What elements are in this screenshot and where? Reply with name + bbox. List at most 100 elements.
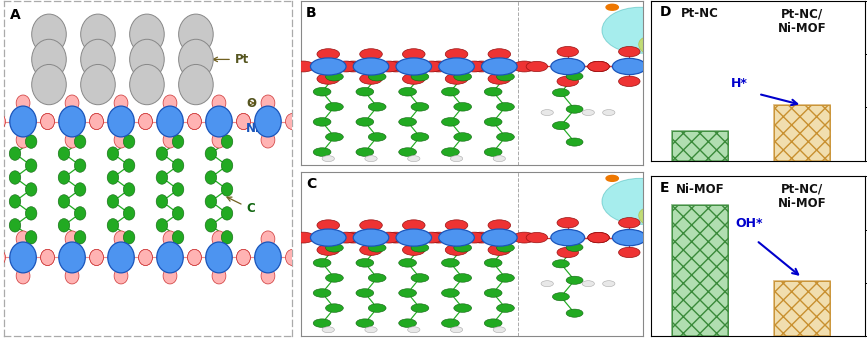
Circle shape [32, 14, 66, 54]
Circle shape [485, 289, 502, 297]
Circle shape [360, 49, 382, 59]
Circle shape [497, 304, 514, 312]
Circle shape [156, 171, 167, 184]
Circle shape [130, 14, 164, 54]
Circle shape [255, 242, 281, 273]
Circle shape [441, 118, 460, 126]
Circle shape [313, 319, 331, 328]
Circle shape [261, 231, 275, 247]
Circle shape [557, 76, 578, 87]
Circle shape [356, 259, 374, 267]
Circle shape [114, 95, 128, 111]
Bar [774, 104, 831, 161]
Circle shape [566, 138, 583, 146]
Circle shape [237, 114, 251, 129]
Text: OH*: OH* [735, 217, 762, 230]
Circle shape [439, 229, 474, 246]
Circle shape [10, 219, 21, 232]
Circle shape [157, 106, 183, 137]
Circle shape [557, 47, 578, 57]
Circle shape [292, 61, 315, 72]
Circle shape [356, 148, 374, 156]
Circle shape [377, 232, 400, 243]
Circle shape [360, 220, 382, 231]
Circle shape [205, 106, 232, 137]
Circle shape [325, 133, 343, 141]
Circle shape [0, 114, 5, 129]
Circle shape [470, 61, 492, 72]
Circle shape [450, 327, 463, 333]
Bar [672, 205, 728, 336]
Circle shape [16, 95, 30, 111]
Circle shape [411, 304, 429, 312]
Circle shape [108, 195, 119, 208]
Text: C: C [227, 197, 255, 215]
Circle shape [114, 268, 128, 284]
Circle shape [566, 72, 583, 80]
Circle shape [187, 114, 201, 129]
Circle shape [368, 304, 386, 312]
Circle shape [59, 106, 85, 137]
Circle shape [488, 73, 511, 84]
Circle shape [139, 249, 153, 265]
Circle shape [377, 61, 400, 72]
Circle shape [261, 268, 275, 284]
Circle shape [325, 304, 343, 312]
Circle shape [356, 88, 374, 96]
Circle shape [89, 249, 103, 265]
Circle shape [205, 195, 217, 208]
Circle shape [317, 49, 340, 59]
Circle shape [313, 289, 331, 297]
Circle shape [385, 61, 407, 72]
Bar [774, 104, 831, 161]
Circle shape [582, 110, 595, 116]
Circle shape [485, 118, 502, 126]
Circle shape [221, 135, 233, 148]
Circle shape [582, 281, 595, 287]
Circle shape [237, 249, 251, 265]
Circle shape [41, 249, 55, 265]
Circle shape [643, 110, 656, 116]
Circle shape [356, 319, 374, 328]
Bar [774, 281, 831, 336]
Circle shape [75, 183, 86, 196]
Circle shape [285, 249, 299, 265]
Circle shape [25, 159, 37, 172]
Circle shape [313, 118, 331, 126]
Text: D: D [660, 5, 672, 20]
Circle shape [221, 231, 233, 244]
Circle shape [485, 319, 502, 328]
Circle shape [441, 148, 460, 156]
Circle shape [603, 110, 615, 116]
Circle shape [212, 95, 226, 111]
Circle shape [75, 159, 86, 172]
Circle shape [411, 274, 429, 282]
Circle shape [139, 249, 153, 265]
Circle shape [446, 49, 468, 59]
Circle shape [411, 102, 429, 111]
Circle shape [205, 147, 217, 160]
Circle shape [310, 58, 346, 75]
Circle shape [365, 156, 377, 162]
Circle shape [221, 159, 233, 172]
Circle shape [25, 231, 37, 244]
Circle shape [173, 207, 184, 220]
Circle shape [156, 195, 167, 208]
Circle shape [439, 58, 474, 75]
Circle shape [618, 76, 640, 87]
Circle shape [285, 114, 299, 129]
Ellipse shape [602, 178, 677, 224]
Text: Pt-NC/
Ni-MOF: Pt-NC/ Ni-MOF [778, 7, 826, 34]
Circle shape [65, 231, 79, 247]
Circle shape [212, 268, 226, 284]
Circle shape [325, 72, 343, 81]
Circle shape [513, 232, 536, 243]
Circle shape [497, 102, 514, 111]
Circle shape [237, 114, 251, 129]
Circle shape [497, 243, 514, 252]
Circle shape [488, 220, 511, 231]
Circle shape [81, 39, 115, 79]
Text: E: E [660, 181, 669, 195]
Circle shape [485, 88, 502, 96]
Circle shape [356, 289, 374, 297]
